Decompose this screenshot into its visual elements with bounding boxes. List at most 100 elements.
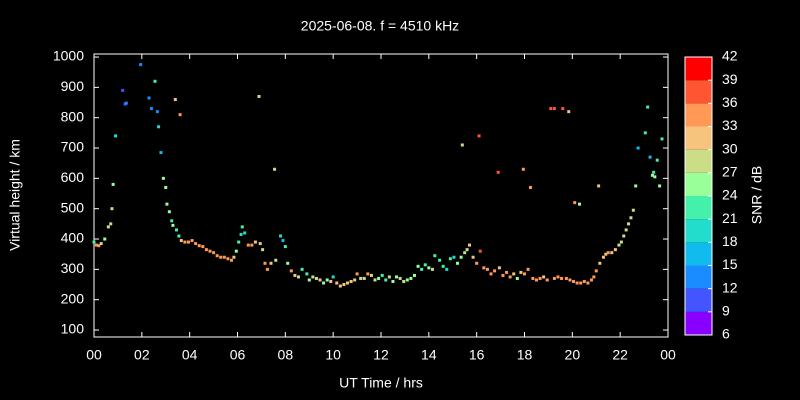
- point: [263, 261, 267, 265]
- point: [619, 240, 623, 244]
- colorbar-tick-label: 30: [722, 140, 738, 156]
- point: [369, 273, 373, 277]
- point: [391, 279, 395, 283]
- point: [94, 243, 98, 247]
- point: [121, 88, 125, 92]
- point: [269, 261, 273, 265]
- point: [624, 228, 628, 232]
- x-tick-label: 10: [325, 347, 341, 363]
- point: [501, 273, 505, 277]
- point: [416, 264, 420, 268]
- x-tick-label: 16: [469, 347, 485, 363]
- point: [307, 278, 311, 282]
- point: [475, 261, 479, 265]
- point: [512, 272, 516, 276]
- x-tick-label: 20: [565, 347, 581, 363]
- point: [197, 244, 201, 248]
- point: [283, 245, 287, 249]
- point: [366, 272, 370, 276]
- point: [106, 225, 110, 229]
- point: [597, 184, 601, 188]
- point: [250, 243, 254, 247]
- point: [658, 184, 662, 188]
- point: [97, 244, 101, 248]
- point: [175, 228, 179, 232]
- colorbar-band: [685, 288, 712, 312]
- colorbar-tick-label: 24: [722, 187, 738, 203]
- y-axis-label: Virtual height / km: [7, 139, 23, 251]
- point: [523, 272, 526, 276]
- point: [477, 134, 481, 138]
- point: [325, 278, 329, 282]
- x-tick-label: 22: [612, 347, 628, 363]
- point: [289, 269, 293, 273]
- colorbar-band: [685, 80, 712, 104]
- point: [258, 242, 262, 246]
- y-tick-label: 500: [61, 199, 85, 215]
- colorbar-band: [685, 196, 712, 220]
- colorbar-label: SNR / dB: [749, 166, 765, 224]
- point: [568, 278, 572, 282]
- point: [660, 137, 664, 141]
- point: [538, 276, 542, 280]
- point: [646, 105, 650, 109]
- point: [471, 255, 475, 259]
- point: [279, 234, 283, 238]
- point: [572, 279, 576, 283]
- point: [482, 266, 486, 270]
- y-tick-label: 300: [61, 260, 85, 276]
- y-tick-label: 100: [61, 321, 85, 337]
- point: [459, 255, 463, 259]
- colorbar-band: [685, 126, 712, 150]
- y-tick-label: 700: [61, 139, 85, 155]
- point: [179, 239, 183, 243]
- point: [594, 269, 598, 273]
- point: [427, 266, 431, 270]
- colorbar-tick-label: 33: [722, 117, 738, 133]
- point: [531, 276, 535, 280]
- point: [253, 240, 257, 244]
- point: [636, 146, 640, 150]
- y-tick-label: 600: [61, 169, 85, 185]
- point: [549, 107, 553, 111]
- point: [412, 273, 416, 277]
- colorbar-tick-label: 27: [722, 164, 738, 180]
- point: [215, 254, 219, 258]
- point: [296, 275, 300, 279]
- point: [186, 240, 190, 244]
- point: [515, 276, 519, 280]
- point: [183, 240, 187, 244]
- point: [409, 276, 413, 280]
- point: [219, 255, 223, 259]
- point: [190, 239, 194, 243]
- point: [243, 231, 247, 235]
- x-tick-label: 06: [230, 347, 246, 363]
- point: [353, 278, 357, 282]
- colorbar-tick-label: 18: [722, 233, 738, 249]
- point: [226, 257, 230, 261]
- point: [560, 276, 564, 280]
- point: [613, 248, 617, 252]
- point: [528, 185, 532, 189]
- point: [606, 251, 610, 255]
- point: [467, 243, 471, 247]
- point: [222, 255, 226, 259]
- point: [465, 248, 469, 252]
- point: [545, 278, 549, 282]
- point: [342, 283, 346, 287]
- colorbar-band: [685, 265, 712, 289]
- point: [452, 255, 456, 259]
- point: [362, 276, 366, 280]
- x-tick-label: 14: [421, 347, 437, 363]
- point: [346, 281, 350, 285]
- y-tick-label: 400: [61, 230, 85, 246]
- colorbar-band: [685, 219, 712, 243]
- point: [329, 279, 333, 283]
- point: [177, 234, 181, 238]
- colorbar-tick-label: 36: [722, 94, 738, 110]
- colorbar-band: [685, 149, 712, 173]
- point: [604, 252, 608, 256]
